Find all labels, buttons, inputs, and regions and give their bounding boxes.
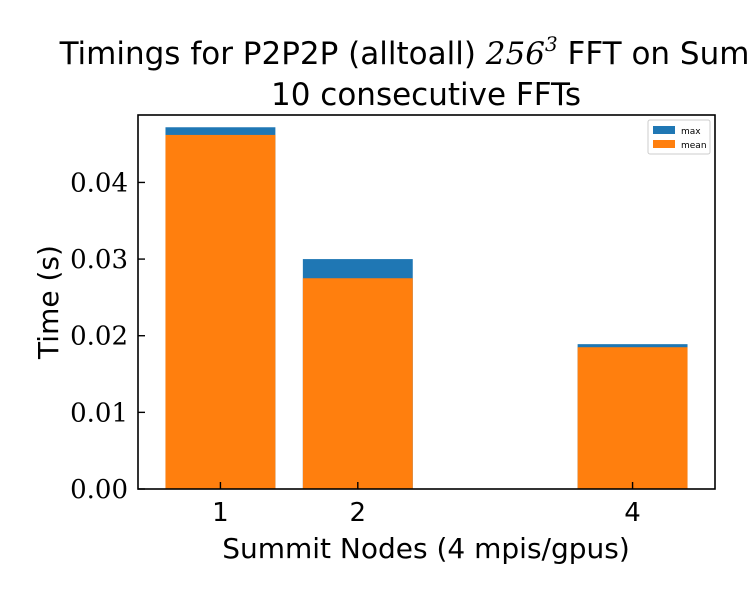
y-tick-label: 0.02 — [70, 322, 128, 352]
x-tick-label: 2 — [350, 498, 367, 528]
chart-title-line-2: 10 consecutive FFTs — [271, 77, 581, 113]
y-tick-label: 0.01 — [70, 398, 128, 428]
y-axis-ticks: 0.00 0.01 0.02 0.03 0.04 — [70, 168, 145, 505]
legend-label-max: max — [681, 127, 701, 137]
plot-frame — [137, 114, 716, 490]
y-axis-label: Time (s) — [32, 245, 65, 360]
legend-swatch-mean — [653, 140, 675, 148]
bar-mean-4 — [577, 347, 688, 489]
legend-swatch-max — [653, 126, 675, 134]
x-axis-label: Summit Nodes (4 mpis/gpus) — [222, 532, 630, 565]
x-tick-label: 4 — [624, 498, 641, 528]
chart-title-line-1: Timings for P2P2P (alltoall) 2563 FFT on… — [59, 32, 750, 72]
legend-label-mean: mean — [681, 141, 707, 151]
legend: max mean — [647, 119, 711, 155]
x-axis-ticks: 1 2 4 — [212, 482, 641, 528]
y-tick-label: 0.00 — [70, 475, 128, 505]
bars-layer — [165, 127, 688, 490]
bar-mean-1 — [165, 134, 276, 490]
y-tick-label: 0.03 — [70, 245, 128, 275]
bar-mean-2 — [302, 278, 413, 489]
x-tick-label: 1 — [212, 498, 229, 528]
y-tick-label: 0.04 — [70, 168, 128, 198]
